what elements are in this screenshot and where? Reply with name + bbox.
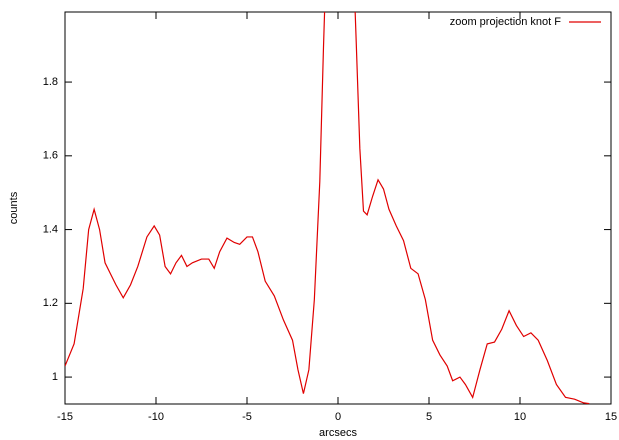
- legend-label: zoom projection knot F: [450, 16, 562, 28]
- x-tick-label: -10: [148, 411, 164, 423]
- y-tick-label: 1.8: [43, 76, 58, 88]
- y-tick-label: 1.2: [43, 297, 58, 309]
- x-tick-label: -5: [242, 411, 252, 423]
- x-tick-label: 0: [335, 411, 341, 423]
- x-tick-label: 5: [426, 411, 432, 423]
- plot-border: [64, 11, 612, 405]
- y-axis-label: counts: [8, 191, 20, 224]
- x-axis-label: arcsecs: [319, 427, 357, 439]
- x-tick-label: 10: [514, 411, 526, 423]
- y-tick-label: 1.4: [43, 223, 58, 235]
- y-tick-label: 1.6: [43, 150, 58, 162]
- x-tick-label: -15: [57, 411, 73, 423]
- x-tick-label: 15: [605, 411, 617, 423]
- y-tick-label: 1: [52, 371, 58, 383]
- data-line: [65, 12, 590, 404]
